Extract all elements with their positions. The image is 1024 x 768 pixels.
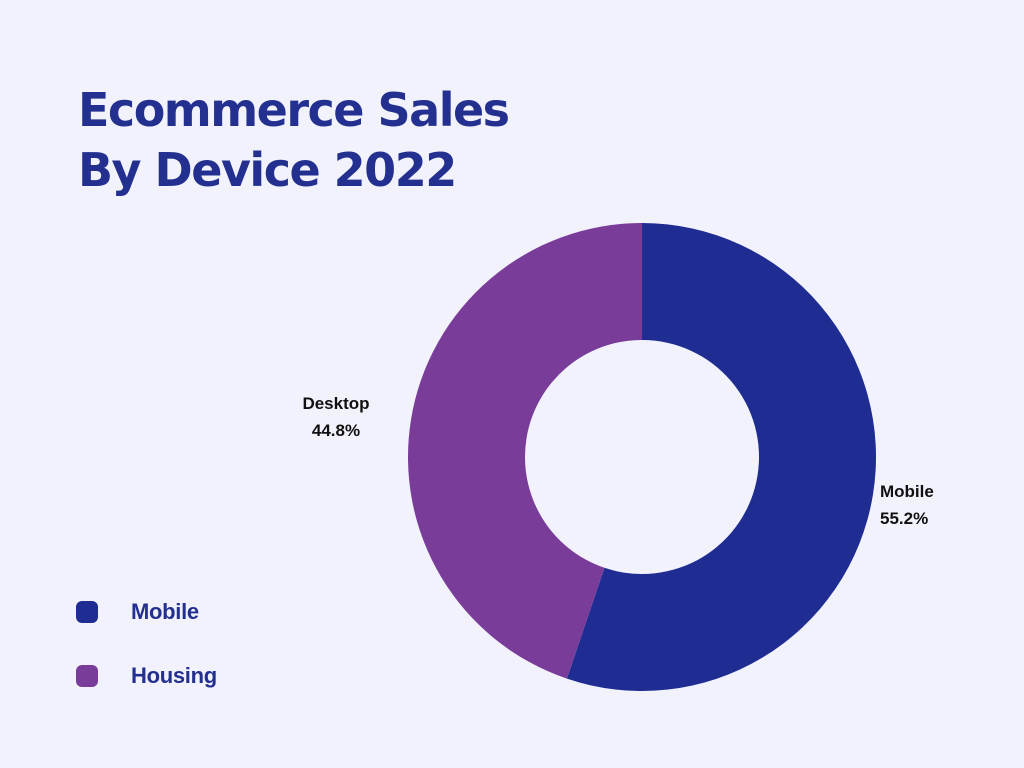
desktop-slice-name: Desktop	[302, 394, 369, 413]
legend-item-housing: Housing	[76, 660, 217, 692]
legend-label-mobile: Mobile	[131, 599, 199, 624]
donut-slices	[407, 223, 876, 691]
donut-slice-desktop	[407, 223, 642, 679]
donut-labels: Mobile 55.2% Desktop 44.8%	[302, 394, 933, 528]
mobile-slice-name: Mobile	[880, 482, 934, 501]
desktop-slice-value: 44.8%	[312, 421, 360, 440]
legend-item-mobile: Mobile	[76, 596, 217, 628]
chart-title-line-2: By Device 2022	[78, 143, 457, 197]
donut-slice-mobile	[566, 223, 876, 691]
legend-swatch-housing	[76, 665, 98, 687]
chart-title: Ecommerce Sales By Device 2022	[78, 80, 510, 200]
legend-label-housing: Housing	[131, 663, 217, 688]
legend-swatch-mobile	[76, 601, 98, 623]
chart-legend: Mobile Housing	[76, 596, 217, 724]
chart-title-line-1: Ecommerce Sales	[78, 83, 510, 137]
mobile-slice-value: 55.2%	[880, 509, 928, 528]
